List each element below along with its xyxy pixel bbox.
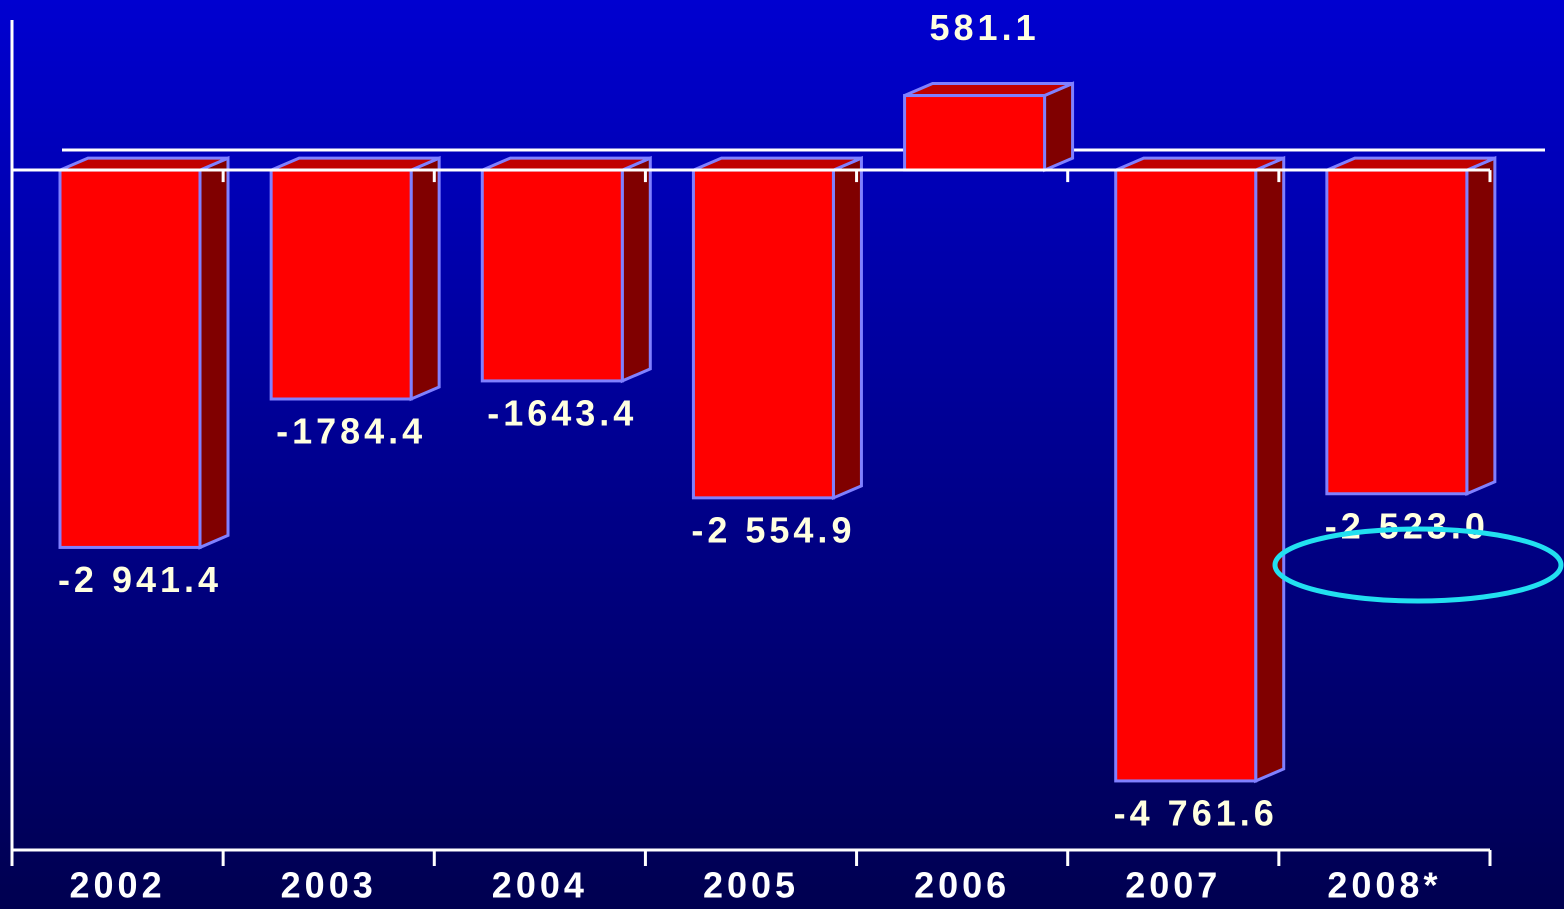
bar-top — [1115, 156, 1285, 172]
bar — [1114, 168, 1258, 783]
x-tick-label: 2002 — [70, 865, 166, 906]
x-tick-label: 2003 — [281, 865, 377, 906]
highlight-ellipse — [1272, 526, 1564, 604]
bar-top — [481, 156, 651, 172]
bar-top — [692, 156, 863, 172]
value-label: -1643.4 — [487, 392, 637, 433]
x-tick-label: 2004 — [492, 865, 588, 906]
x-tick-label: 2008* — [1327, 865, 1441, 906]
bar-side — [1465, 155, 1497, 497]
bar-top — [903, 82, 1074, 98]
bar-side — [831, 155, 863, 501]
bar — [903, 94, 1047, 172]
bar-side — [198, 155, 230, 550]
bar-side — [620, 155, 652, 384]
value-label: -4 761.6 — [1114, 792, 1278, 833]
bar — [58, 168, 202, 549]
bar-top — [1326, 156, 1496, 172]
labels: 2002 -2 941.4 2003 -1784.4 2004 -1643.4 2005 -2… — [58, 7, 1489, 906]
bar-top — [59, 156, 229, 172]
x-tick-label: 2005 — [703, 865, 799, 906]
bar — [691, 168, 835, 500]
bars — [58, 81, 1497, 784]
x-tick-label: 2006 — [914, 865, 1010, 906]
bar-side — [409, 155, 441, 402]
bar — [480, 168, 624, 383]
x-tick-label: 2007 — [1125, 865, 1221, 906]
value-label: -2 554.9 — [691, 509, 855, 550]
value-label: -2 941.4 — [58, 559, 222, 600]
bar-top — [270, 156, 440, 172]
bar — [269, 168, 413, 401]
value-label: 581.1 — [930, 7, 1040, 48]
bar — [1325, 168, 1469, 496]
value-label: -2 523.0 — [1325, 505, 1489, 546]
bar-side — [1254, 155, 1286, 784]
bar-side — [1043, 81, 1075, 173]
value-label: -1784.4 — [276, 411, 426, 452]
